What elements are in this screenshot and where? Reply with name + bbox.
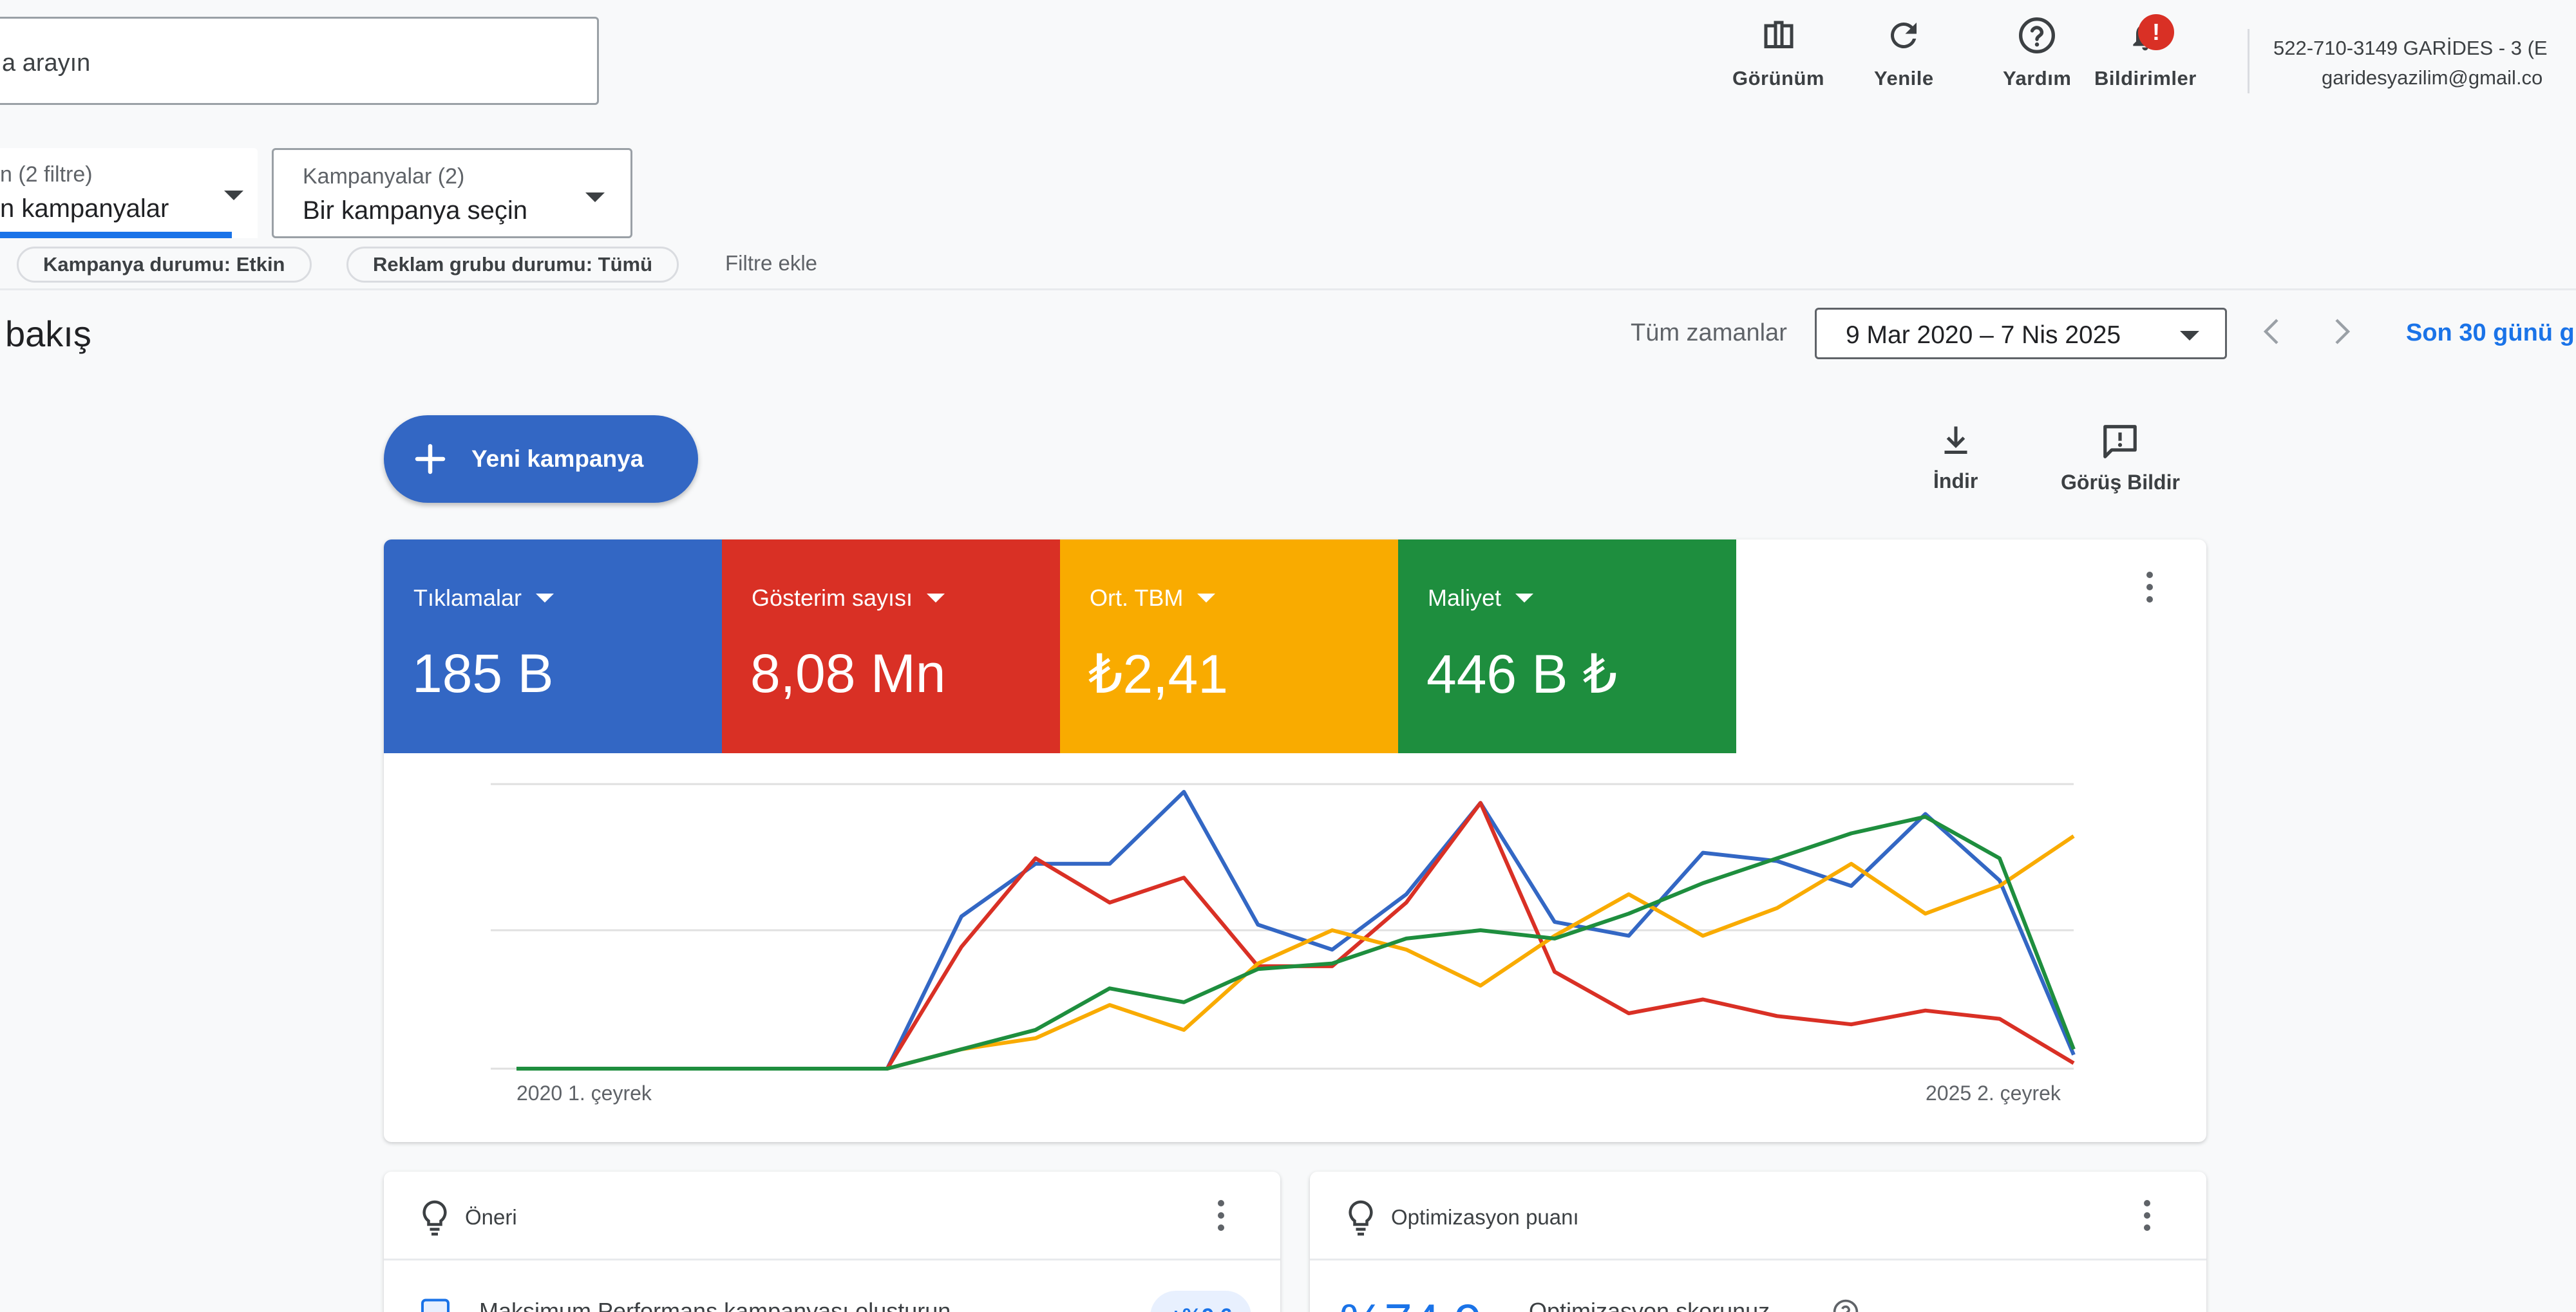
feedback-button[interactable]: Görüş Bildir bbox=[2061, 422, 2180, 494]
account-info[interactable]: 522-710-3149 GARİDES - 3 (E garidesyazil… bbox=[2273, 33, 2548, 93]
metric-impressions[interactable]: Gösterim sayısı 8,08 Mn bbox=[722, 539, 1060, 753]
optimization-card-header: Optimizasyon puanı bbox=[1310, 1172, 2206, 1260]
performance-card: Tıklamalar 185 B Gösterim sayısı 8,08 Mn… bbox=[384, 539, 2206, 1142]
add-filter-link[interactable]: Filtre ekle bbox=[725, 251, 818, 275]
metric-cost[interactable]: Maliyet 446 B ₺ bbox=[1398, 539, 1736, 753]
help-icon bbox=[2014, 13, 2060, 58]
active-underline bbox=[0, 232, 232, 238]
download-icon bbox=[1944, 426, 1967, 454]
caret-down-icon bbox=[927, 594, 945, 603]
caret-down-icon bbox=[1197, 594, 1216, 603]
caret-down-icon bbox=[536, 594, 554, 603]
search-placeholder: a arayın bbox=[2, 50, 91, 77]
date-range-label: Tüm zamanlar bbox=[1631, 319, 1787, 346]
recommendation-text[interactable]: Maksimum Performans kampanyası oluşturun bbox=[479, 1298, 951, 1312]
document-icon bbox=[421, 1298, 450, 1312]
chevron-down-icon bbox=[2180, 331, 2199, 341]
view-button[interactable]: Görünüm bbox=[1732, 13, 1824, 97]
page-title: l bakış bbox=[0, 314, 91, 354]
lightbulb-icon bbox=[1349, 1200, 1373, 1236]
optimization-score: %74,9 bbox=[1340, 1293, 1482, 1312]
columns-icon bbox=[1756, 13, 1801, 58]
x-axis-start-label: 2020 1. çeyrek bbox=[516, 1082, 652, 1105]
chevron-down-icon bbox=[585, 192, 605, 202]
chevron-left-icon[interactable] bbox=[2259, 315, 2285, 348]
feedback-icon bbox=[2103, 425, 2137, 458]
recommendation-card: Öneri Maksimum Performans kampanyası olu… bbox=[384, 1172, 1280, 1312]
filter-chip-adgroup-status[interactable]: Reklam grubu durumu: Tümü bbox=[346, 247, 679, 283]
more-vert-icon[interactable] bbox=[2141, 1200, 2154, 1239]
toolbar-divider bbox=[2248, 29, 2249, 93]
chevron-down-icon bbox=[224, 191, 243, 200]
refresh-button[interactable]: Yenile bbox=[1874, 13, 1934, 97]
chevron-right-icon[interactable] bbox=[2329, 315, 2354, 348]
filter-chip-campaign-status[interactable]: Kampanya durumu: Etkin bbox=[17, 247, 312, 283]
account-email: garidesyazilim@gmail.co bbox=[2322, 66, 2543, 89]
campaign-type-dropdown[interactable]: n (2 filtre) n kampanyalar bbox=[0, 148, 258, 238]
help-button[interactable]: Yardım bbox=[2003, 13, 2071, 97]
metric-clicks[interactable]: Tıklamalar 185 B bbox=[384, 539, 722, 753]
more-vert-icon[interactable] bbox=[2143, 572, 2156, 610]
recommendation-card-header: Öneri bbox=[384, 1172, 1280, 1260]
x-axis-end-label: 2025 2. çeyrek bbox=[1926, 1082, 2061, 1105]
new-campaign-button[interactable]: Yeni kampanya bbox=[384, 415, 698, 503]
lightbulb-icon bbox=[422, 1200, 447, 1236]
refresh-icon bbox=[1881, 13, 1926, 58]
date-range-dropdown[interactable]: 9 Mar 2020 – 7 Nis 2025 bbox=[1815, 308, 2227, 359]
series-line-2 bbox=[516, 834, 2075, 1071]
caret-down-icon bbox=[1515, 594, 1534, 603]
recommendation-uplift-badge: +%9,6 bbox=[1150, 1291, 1252, 1312]
campaign-select-dropdown[interactable]: Kampanyalar (2) Bir kampanya seçin bbox=[272, 148, 632, 238]
metric-avg-cpc[interactable]: Ort. TBM ₺2,41 bbox=[1060, 539, 1398, 753]
optimization-card: Optimizasyon puanı %74,9 Optimizasyon sk… bbox=[1310, 1172, 2206, 1312]
plus-icon bbox=[415, 444, 446, 474]
search-input[interactable]: a arayın bbox=[0, 17, 599, 105]
notifications-button[interactable]: ! Bildirimler bbox=[2094, 13, 2197, 97]
last-30-days-link[interactable]: Son 30 günü g bbox=[2406, 319, 2575, 346]
notification-badge: ! bbox=[2138, 14, 2174, 50]
divider bbox=[0, 288, 2576, 290]
more-vert-icon[interactable] bbox=[1215, 1200, 1227, 1239]
download-button[interactable]: İndir bbox=[1933, 422, 1978, 493]
series-line-3 bbox=[516, 814, 2076, 1071]
performance-chart bbox=[491, 783, 2076, 1071]
help-icon[interactable] bbox=[1832, 1298, 1860, 1312]
optimization-text: Optimizasyon skorunuz bbox=[1529, 1298, 1770, 1312]
account-id: 522-710-3149 GARİDES - 3 (E bbox=[2273, 37, 2548, 59]
